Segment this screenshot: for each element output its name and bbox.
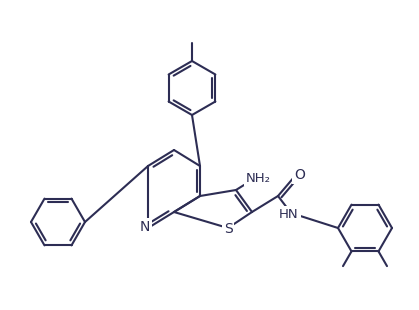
Text: S: S bbox=[224, 222, 233, 236]
Text: N: N bbox=[140, 220, 150, 234]
Text: NH₂: NH₂ bbox=[246, 171, 271, 184]
Text: O: O bbox=[295, 168, 305, 182]
Text: HN: HN bbox=[279, 207, 299, 220]
